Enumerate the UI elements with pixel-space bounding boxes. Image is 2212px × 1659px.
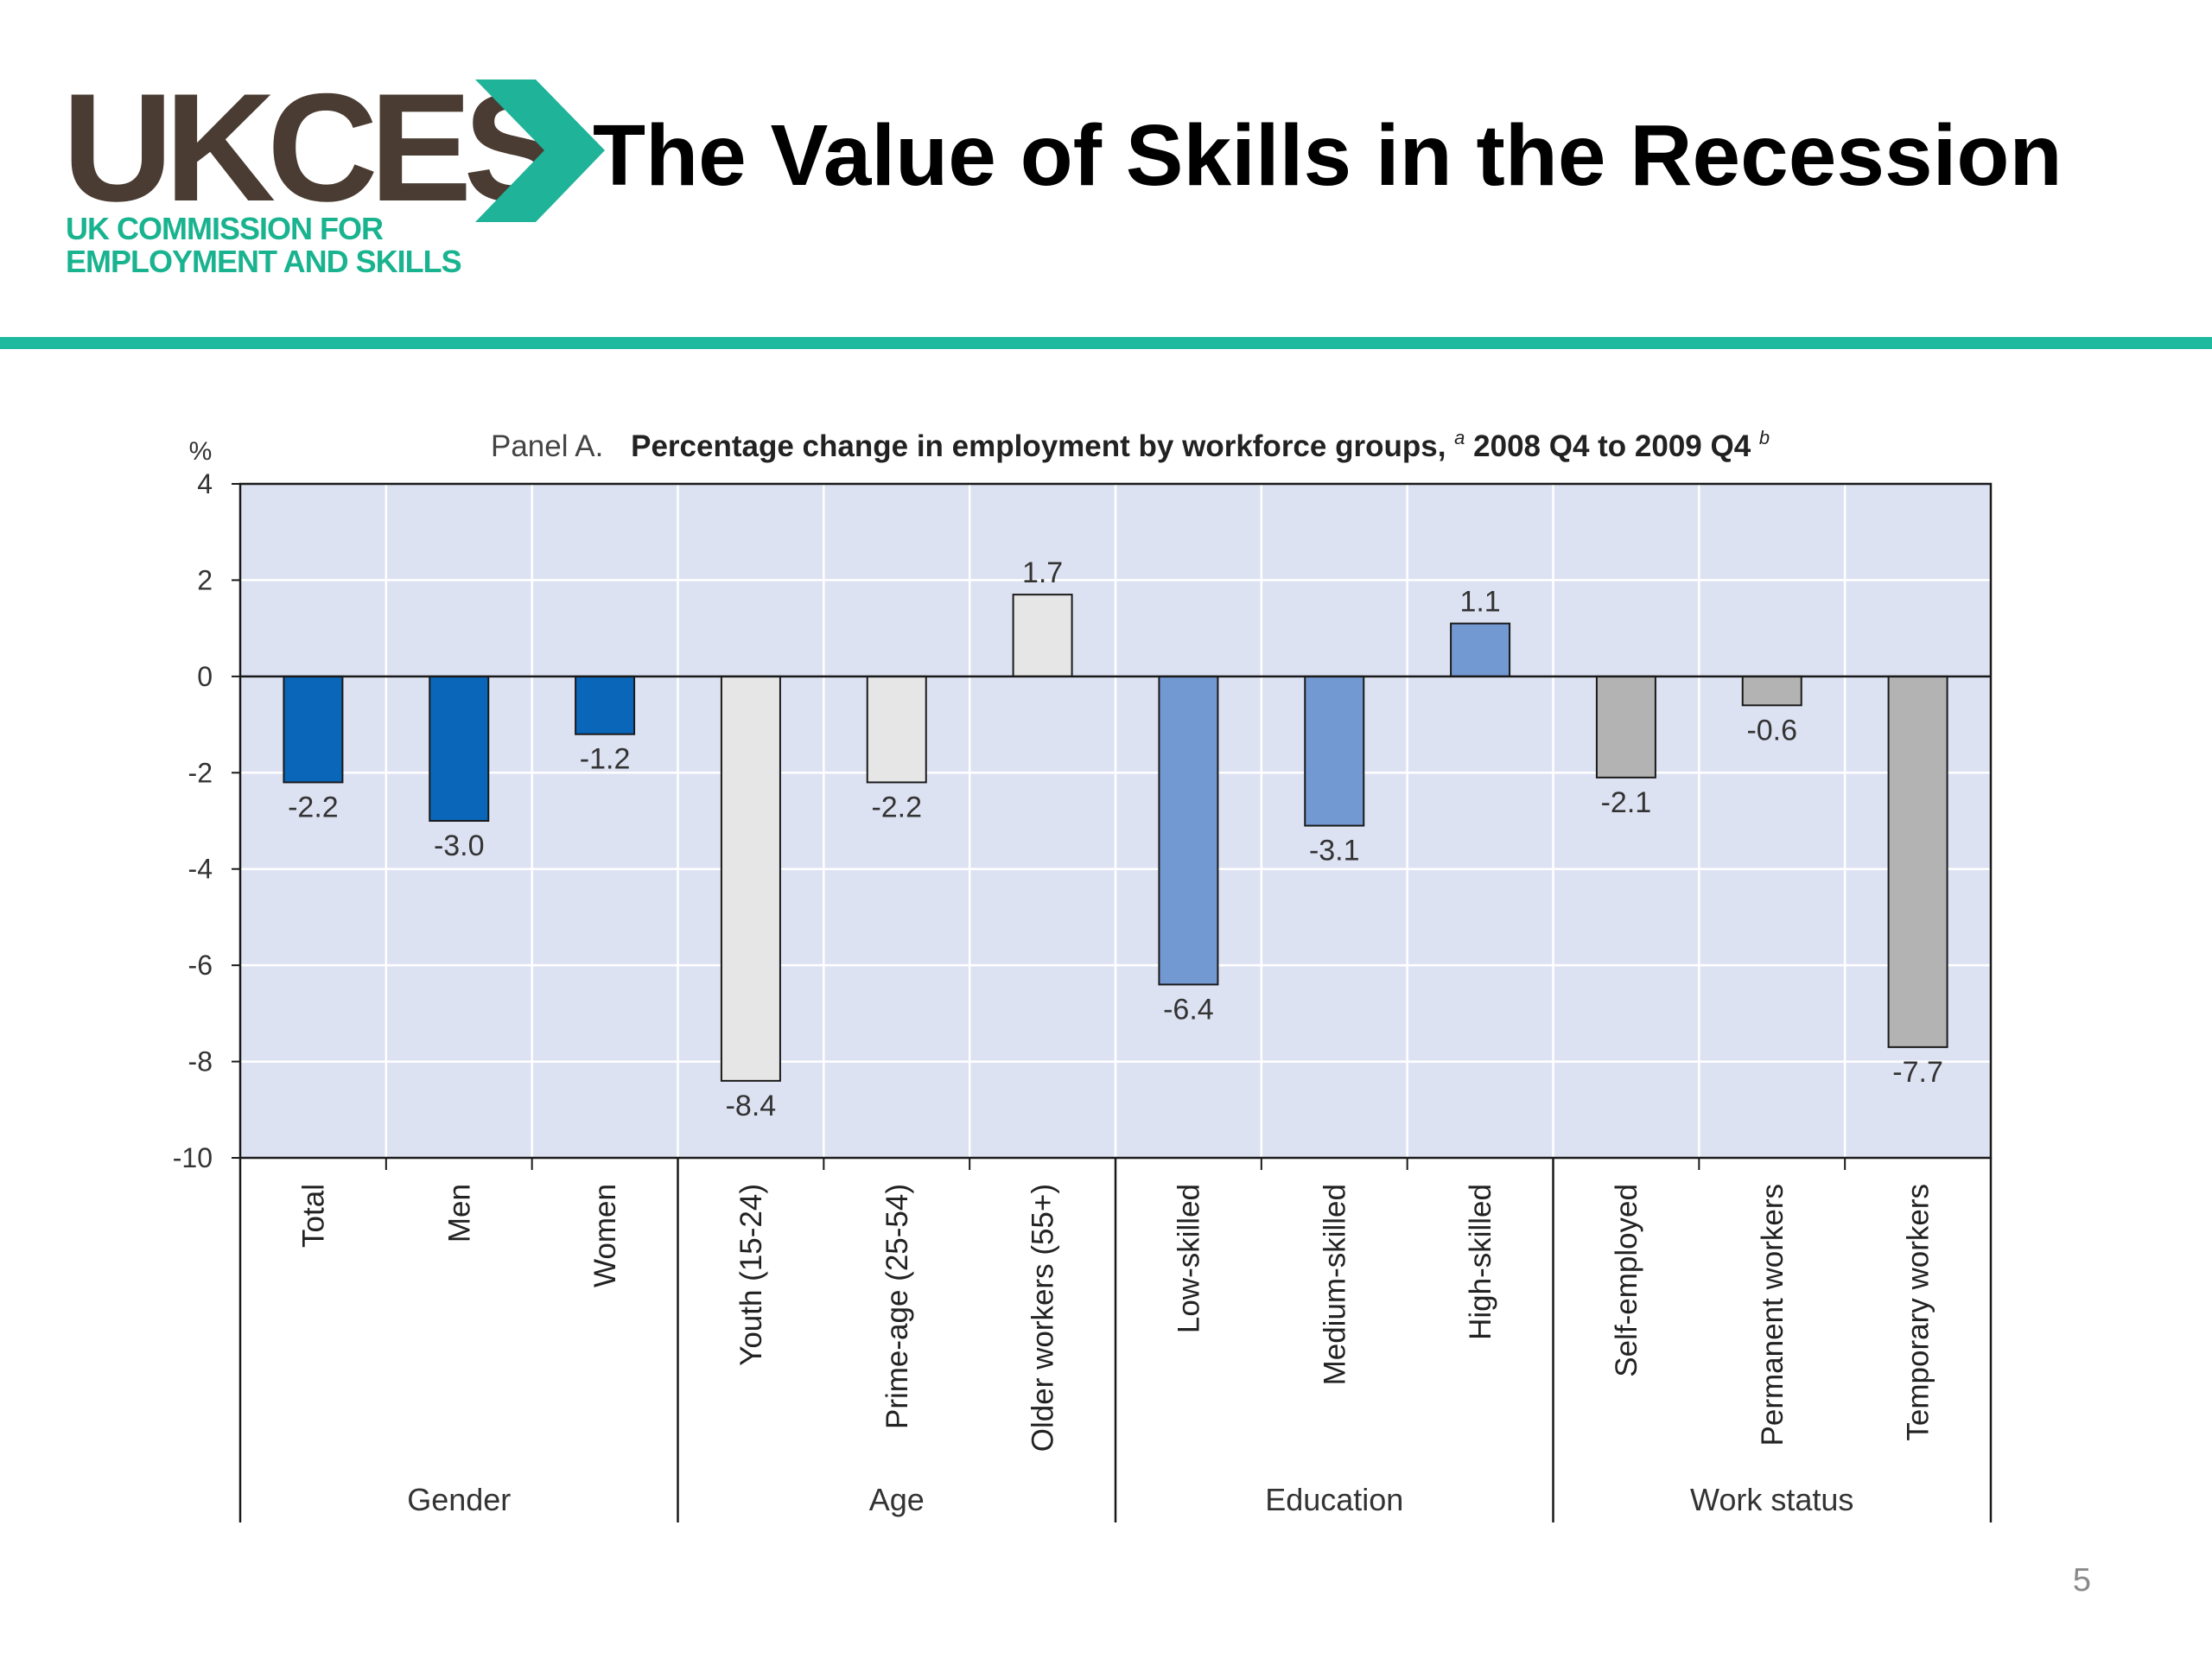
data-label: 1.7 xyxy=(1022,556,1063,589)
logo-wordmark: UKCES xyxy=(62,61,566,233)
data-label: -2.2 xyxy=(871,791,922,823)
group-label: Age xyxy=(869,1482,925,1517)
group-label: Gender xyxy=(407,1482,511,1517)
x-tick-label: Permanent workers xyxy=(1756,1184,1789,1446)
y-tick-label: 2 xyxy=(197,564,213,595)
group-label: Education xyxy=(1265,1482,1403,1517)
bar xyxy=(1595,675,1656,779)
ukces-logo: UKCES UK COMMISSION FOR EMPLOYMENT AND S… xyxy=(62,61,605,287)
logo-subtitle-line2: EMPLOYMENT AND SKILLS xyxy=(66,244,462,279)
data-label: -6.4 xyxy=(1163,993,1214,1026)
data-label: -3.0 xyxy=(434,830,485,862)
bar xyxy=(1012,594,1073,677)
data-label: -7.7 xyxy=(1892,1056,1943,1089)
chart-title-note-a: a xyxy=(1454,427,1465,448)
y-tick-label: -4 xyxy=(188,854,213,885)
logo-subtitle-line1: UK COMMISSION FOR xyxy=(66,211,384,246)
bar xyxy=(1304,675,1365,827)
x-tick-label: Total xyxy=(296,1184,330,1248)
y-tick-label: -10 xyxy=(173,1142,213,1173)
chart-title-main: Percentage change in employment by workf… xyxy=(631,429,1446,463)
data-label: -2.2 xyxy=(288,791,339,823)
logo-subtitle: UK COMMISSION FOR EMPLOYMENT AND SKILLS xyxy=(66,211,462,279)
y-tick-label: 4 xyxy=(197,468,213,499)
x-tick-label: Women xyxy=(588,1184,622,1287)
x-tick-label: Men xyxy=(442,1184,476,1243)
bar xyxy=(1741,675,1802,707)
x-tick-label: Youth (15-24) xyxy=(734,1184,768,1366)
data-label: -1.2 xyxy=(580,743,631,776)
bar xyxy=(283,675,344,784)
y-tick-label: 0 xyxy=(197,661,213,692)
x-tick-label: Self-employed xyxy=(1610,1184,1643,1377)
chevron-logo-icon xyxy=(475,79,605,222)
chart-title-prefix: Panel A. xyxy=(491,429,603,463)
chart-title-note-b: b xyxy=(1759,427,1770,448)
slide-title: The Value of Skills in the Recession xyxy=(593,107,2063,204)
header-divider xyxy=(0,337,2212,349)
bar xyxy=(575,675,636,735)
x-tick-label: High-skilled xyxy=(1464,1184,1497,1340)
y-tick-label: -2 xyxy=(188,757,213,788)
x-tick-label: Medium-skilled xyxy=(1318,1184,1351,1385)
y-tick-label: -8 xyxy=(188,1046,213,1077)
y-tick-label: -6 xyxy=(188,950,213,981)
data-label: -8.4 xyxy=(726,1090,777,1122)
bar xyxy=(429,675,490,822)
bar xyxy=(1158,675,1219,986)
bar xyxy=(1450,622,1511,677)
data-label: 1.1 xyxy=(1459,586,1500,619)
chart-title-period: 2008 Q4 to 2009 Q4 xyxy=(1473,429,1751,463)
bar xyxy=(866,675,927,784)
x-tick-label: Low-skilled xyxy=(1172,1184,1205,1333)
page-number: 5 xyxy=(2072,1562,2091,1599)
chart-title: Panel A. Percentage change in employment… xyxy=(491,417,1770,463)
x-tick-label: Prime-age (25-54) xyxy=(880,1184,914,1429)
bar xyxy=(1887,675,1948,1048)
data-label: -3.1 xyxy=(1309,835,1360,868)
y-unit-label: % xyxy=(189,437,213,466)
plot-area: 4 2 0 -2 -4 -6 -8 -10 -2.2 -3.0 -1.2 -8.4 -2.2 1.7 -6.… xyxy=(173,468,1993,1522)
data-label: -0.6 xyxy=(1746,714,1797,747)
x-tick-label: Older workers (55+) xyxy=(1027,1184,1060,1452)
data-label: -2.1 xyxy=(1601,786,1652,819)
bar xyxy=(720,675,781,1082)
group-label: Work status xyxy=(1690,1482,1853,1517)
x-tick-label: Temporary workers xyxy=(1902,1184,1936,1441)
